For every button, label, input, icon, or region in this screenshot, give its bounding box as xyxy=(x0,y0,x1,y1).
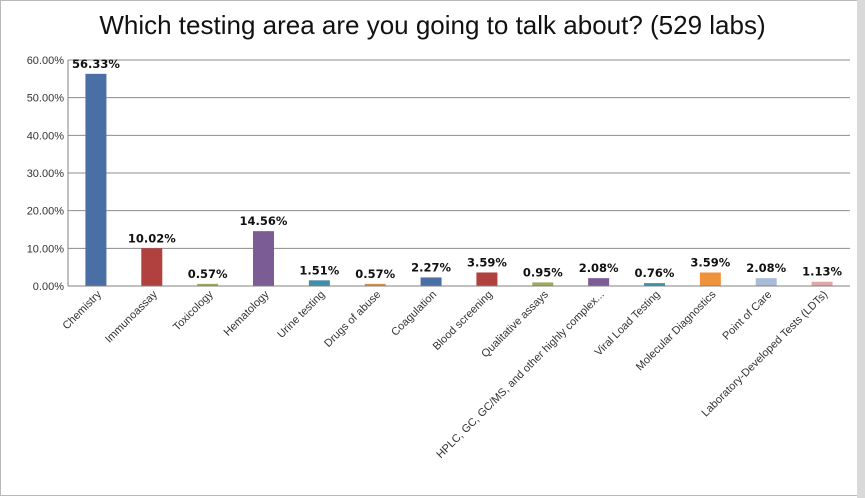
y-tick-label: 40.00% xyxy=(27,130,65,142)
bar xyxy=(364,283,386,286)
y-tick-label: 10.00% xyxy=(27,243,65,255)
data-label: 3.59% xyxy=(690,255,730,269)
bar xyxy=(811,281,833,286)
data-label: 0.76% xyxy=(635,266,675,280)
data-label: 3.59% xyxy=(467,255,507,269)
y-tick-label: 60.00% xyxy=(27,55,65,67)
x-category-label: Immunoassay xyxy=(103,288,160,345)
bar xyxy=(755,278,777,286)
data-label: 1.51% xyxy=(299,263,339,277)
data-label: 2.08% xyxy=(579,261,619,275)
bar xyxy=(588,278,610,286)
data-labels: 56.33% 10.02% 0.57% 14.56% 1.51% 0.57% 2.27% 3.… xyxy=(72,57,843,281)
window-edge xyxy=(857,0,865,498)
data-label: 14.56% xyxy=(240,214,288,228)
bar xyxy=(420,277,442,286)
gridlines xyxy=(68,59,850,249)
bar xyxy=(476,272,498,286)
x-category-label: Laboratory-Developed Tests (LDTs) xyxy=(699,289,830,420)
data-label: 0.57% xyxy=(188,267,228,281)
x-category-label: Coagulation xyxy=(389,289,439,339)
bar xyxy=(141,248,163,286)
data-label: 0.95% xyxy=(523,265,563,279)
chart-title: Which testing area are you going to talk… xyxy=(99,10,766,40)
y-tick-label: 0.00% xyxy=(33,281,64,293)
x-category-label: Urine testing xyxy=(275,289,327,341)
bar xyxy=(85,73,107,286)
bar xyxy=(253,231,274,286)
data-label: 56.33% xyxy=(72,57,120,71)
x-category-label: Toxicology xyxy=(171,288,216,333)
data-label: 10.02% xyxy=(128,231,176,245)
y-tick-label: 20.00% xyxy=(27,206,65,218)
bar xyxy=(532,282,554,286)
y-axis-tick-labels: 0.00% 10.00% 20.00% 30.00% 40.00% 50.00% 60.00… xyxy=(27,55,65,293)
bar xyxy=(644,283,665,286)
bar xyxy=(308,280,330,286)
y-tick-label: 50.00% xyxy=(27,93,65,105)
x-category-label: Blood screening xyxy=(431,289,495,353)
y-tick-label: 30.00% xyxy=(27,168,65,180)
data-label: 0.57% xyxy=(355,267,395,281)
bar xyxy=(197,283,219,286)
x-category-label: Hematology xyxy=(222,288,272,338)
bar xyxy=(699,272,721,286)
data-label: 2.08% xyxy=(746,261,786,275)
x-category-label: Point of Care xyxy=(720,289,774,343)
x-category-label: Chemistry xyxy=(61,288,105,332)
data-label: 2.27% xyxy=(411,260,451,274)
bars xyxy=(85,73,833,286)
x-category-label: Drugs of abuse xyxy=(322,289,383,350)
data-label: 1.13% xyxy=(802,265,842,279)
